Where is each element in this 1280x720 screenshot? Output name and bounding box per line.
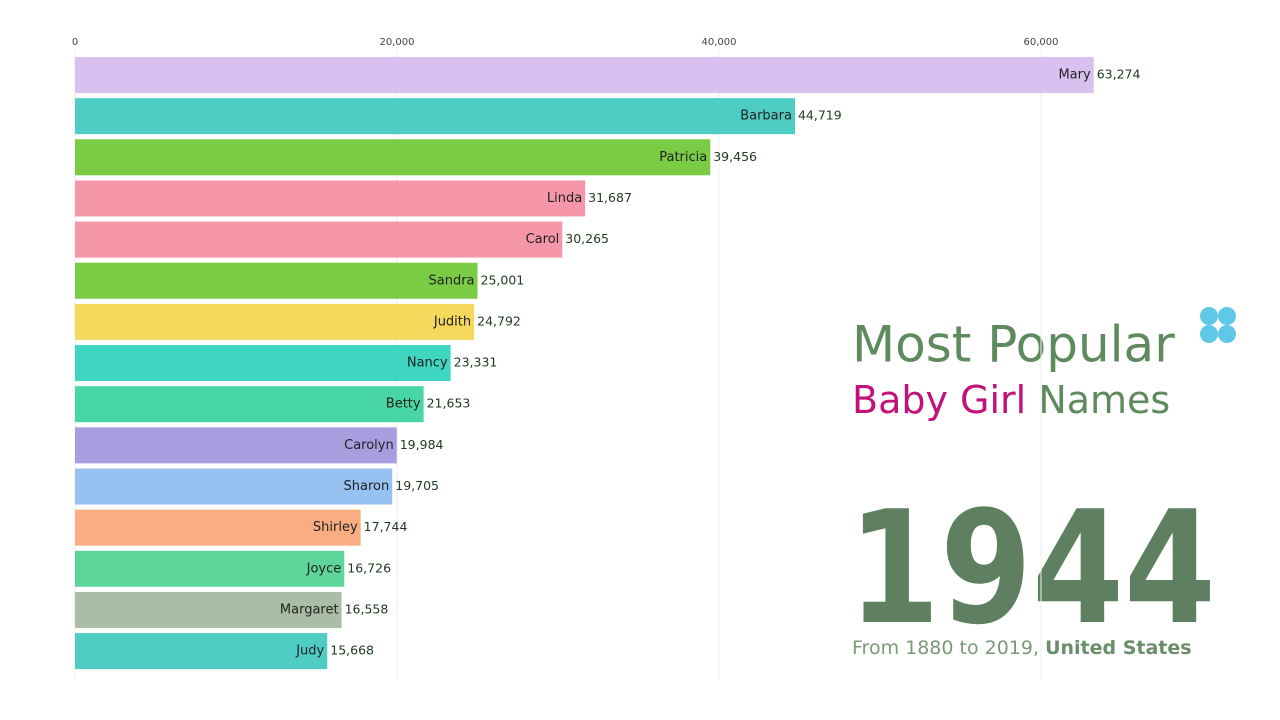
x-tick-label: 40,000 <box>702 37 737 48</box>
bar-name-label: Margaret <box>280 602 339 617</box>
x-tick-label: 20,000 <box>380 37 415 48</box>
bar <box>75 509 361 546</box>
bar <box>75 427 397 464</box>
bar <box>75 345 451 382</box>
bar-name-label: Sharon <box>344 479 390 494</box>
bar <box>75 139 711 176</box>
caption-bold: United States <box>1045 637 1192 659</box>
x-tick-label: 0 <box>72 37 78 48</box>
bar-name-label: Nancy <box>407 356 448 371</box>
bar-name-label: Barbara <box>740 109 792 124</box>
clover-icon <box>1200 307 1236 343</box>
subtitle-rest: Names <box>1038 378 1170 422</box>
year-label: 1944 <box>848 477 1216 659</box>
bar <box>75 57 1094 93</box>
chart-title: Most Popular <box>852 316 1175 374</box>
value-label: 25,001 <box>481 272 525 287</box>
bar-name-label: Carol <box>526 232 560 247</box>
value-label: 24,792 <box>477 313 521 328</box>
caption: From 1880 to 2019, United States <box>852 637 1192 659</box>
bar-name-label: Mary <box>1058 68 1091 83</box>
bar <box>75 262 478 299</box>
bar-name-label: Sandra <box>428 273 474 288</box>
bar-name-label: Betty <box>386 397 421 412</box>
value-label: 31,687 <box>588 190 632 205</box>
value-label: 21,653 <box>427 396 471 411</box>
value-label: 19,705 <box>395 478 439 493</box>
subtitle-highlight: Baby Girl <box>852 378 1026 422</box>
value-label: 44,719 <box>798 108 842 123</box>
bar-name-label: Shirley <box>313 520 358 535</box>
value-label: 15,668 <box>330 643 374 658</box>
bar-name-label: Judy <box>295 644 324 659</box>
bar <box>75 591 342 628</box>
value-label: 19,984 <box>400 437 444 452</box>
value-label: 16,726 <box>347 560 391 575</box>
x-tick-label: 60,000 <box>1024 37 1059 48</box>
bar <box>75 633 328 670</box>
bar-name-label: Carolyn <box>344 438 394 453</box>
bar <box>75 386 424 423</box>
value-label: 30,265 <box>565 231 609 246</box>
bar <box>75 550 345 587</box>
bar <box>75 221 563 258</box>
bar-name-label: Judith <box>433 314 471 329</box>
value-label: 63,274 <box>1097 67 1141 82</box>
value-label: 17,744 <box>364 519 408 534</box>
bar-name-label: Patricia <box>659 150 707 165</box>
bar <box>75 180 586 217</box>
chart-subtitle: Baby Girl Names <box>852 378 1170 422</box>
bar <box>75 98 795 135</box>
bar <box>75 468 393 505</box>
value-label: 39,456 <box>713 149 757 164</box>
value-label: 23,331 <box>454 355 498 370</box>
value-label: 16,558 <box>345 601 389 616</box>
bar <box>75 303 475 340</box>
bar-name-label: Joyce <box>306 561 342 576</box>
bar-name-label: Linda <box>547 191 582 206</box>
caption-text: From 1880 to 2019, <box>852 637 1039 659</box>
